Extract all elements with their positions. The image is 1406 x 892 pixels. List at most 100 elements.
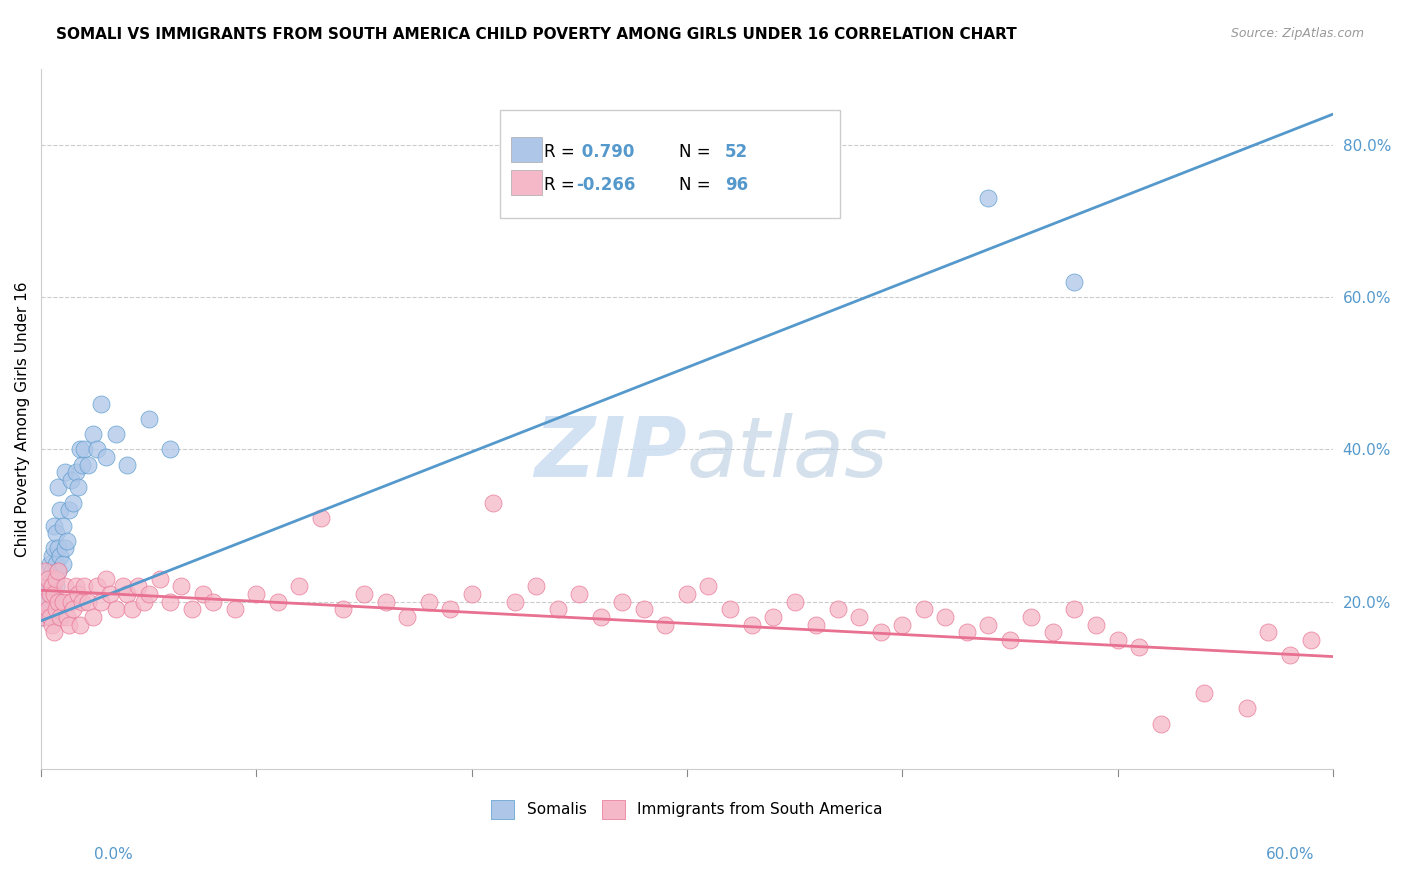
Point — [73, 580, 96, 594]
Point — [41, 595, 63, 609]
Point — [82, 610, 104, 624]
Point — [69, 442, 91, 457]
Point — [568, 587, 591, 601]
Point — [42, 572, 65, 586]
Text: -0.266: -0.266 — [575, 177, 636, 194]
Point — [42, 518, 65, 533]
Point — [191, 587, 214, 601]
Point — [38, 557, 60, 571]
Point — [70, 458, 93, 472]
Point — [180, 602, 202, 616]
Point — [804, 617, 827, 632]
Point — [202, 595, 225, 609]
Point — [52, 518, 75, 533]
Point — [41, 617, 63, 632]
Point — [86, 442, 108, 457]
Point — [46, 564, 69, 578]
Point — [41, 549, 63, 563]
Point — [38, 610, 60, 624]
Point — [105, 602, 128, 616]
Point — [482, 496, 505, 510]
Point — [46, 480, 69, 494]
Point — [134, 595, 156, 609]
Point — [53, 465, 76, 479]
Point — [170, 580, 193, 594]
Y-axis label: Child Poverty Among Girls Under 16: Child Poverty Among Girls Under 16 — [15, 281, 30, 557]
Point — [1257, 625, 1279, 640]
Point — [34, 580, 56, 594]
Point — [1021, 610, 1043, 624]
Point — [52, 595, 75, 609]
Point — [374, 595, 396, 609]
Point — [32, 610, 55, 624]
Point — [697, 580, 720, 594]
Point — [332, 602, 354, 616]
Point — [1192, 686, 1215, 700]
Point — [353, 587, 375, 601]
Text: SOMALI VS IMMIGRANTS FROM SOUTH AMERICA CHILD POVERTY AMONG GIRLS UNDER 16 CORRE: SOMALI VS IMMIGRANTS FROM SOUTH AMERICA … — [56, 27, 1017, 42]
Point — [86, 580, 108, 594]
Point — [65, 580, 87, 594]
Point — [34, 564, 56, 578]
Point — [956, 625, 979, 640]
Point — [848, 610, 870, 624]
Point — [66, 480, 89, 494]
Point — [267, 595, 290, 609]
Point — [77, 458, 100, 472]
Point — [1063, 602, 1085, 616]
Text: 0.790: 0.790 — [575, 144, 634, 161]
Point — [32, 580, 55, 594]
Point — [977, 191, 1000, 205]
Point — [589, 610, 612, 624]
Point — [82, 427, 104, 442]
Point — [49, 549, 72, 563]
Point — [460, 587, 482, 601]
Point — [45, 526, 67, 541]
Point — [503, 595, 526, 609]
Text: Source: ZipAtlas.com: Source: ZipAtlas.com — [1230, 27, 1364, 40]
Point — [127, 580, 149, 594]
Point — [62, 496, 84, 510]
Point — [53, 541, 76, 556]
Point — [111, 580, 134, 594]
Point — [90, 397, 112, 411]
Point — [41, 580, 63, 594]
Point — [159, 442, 181, 457]
Point — [1236, 701, 1258, 715]
Point — [159, 595, 181, 609]
Point — [46, 564, 69, 578]
Point — [396, 610, 419, 624]
Text: ZIP: ZIP — [534, 414, 688, 494]
Point — [524, 580, 547, 594]
Point — [224, 602, 246, 616]
Text: 96: 96 — [725, 177, 748, 194]
Point — [45, 580, 67, 594]
Point — [56, 533, 79, 548]
Point — [42, 587, 65, 601]
Text: atlas: atlas — [688, 414, 889, 494]
Point — [115, 458, 138, 472]
Point — [37, 572, 59, 586]
Text: N =: N = — [679, 144, 716, 161]
Text: 0.0%: 0.0% — [94, 847, 134, 862]
Point — [1084, 617, 1107, 632]
Point — [37, 595, 59, 609]
Point — [38, 602, 60, 616]
Point — [1149, 716, 1171, 731]
Point — [56, 610, 79, 624]
Text: R =: R = — [544, 177, 581, 194]
Point — [42, 587, 65, 601]
Point — [762, 610, 785, 624]
Point — [37, 602, 59, 616]
Point — [934, 610, 956, 624]
Point — [94, 572, 117, 586]
Point — [42, 541, 65, 556]
Point — [65, 465, 87, 479]
Point — [38, 587, 60, 601]
Text: 52: 52 — [725, 144, 748, 161]
Text: R =: R = — [544, 144, 581, 161]
Point — [32, 610, 55, 624]
Point — [1107, 632, 1129, 647]
Point — [58, 617, 80, 632]
Point — [138, 587, 160, 601]
